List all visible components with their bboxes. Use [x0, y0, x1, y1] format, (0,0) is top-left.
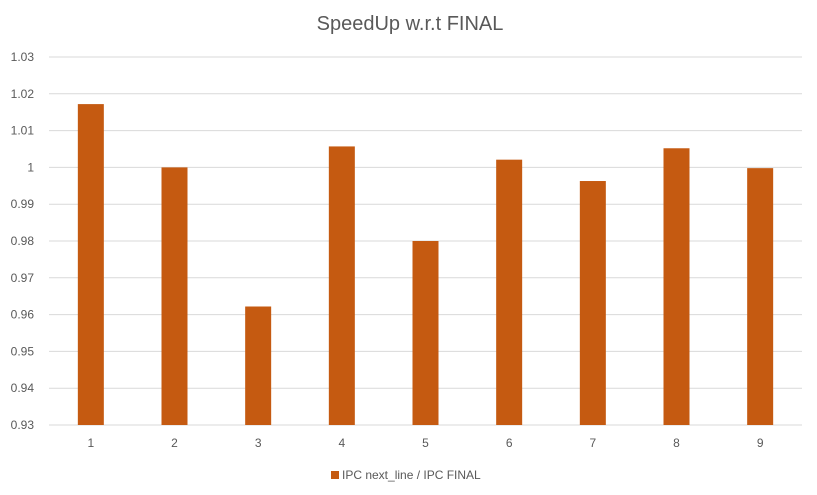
y-tick-label: 0.99	[11, 197, 35, 211]
y-tick-label: 0.97	[11, 271, 35, 285]
y-tick-label: 0.98	[11, 234, 35, 248]
x-tick-label: 3	[255, 436, 262, 450]
y-tick-label: 0.94	[11, 381, 35, 395]
x-tick-label: 5	[422, 436, 429, 450]
bar-8	[663, 148, 690, 426]
y-tick-label: 0.95	[11, 344, 35, 358]
y-tick-label: 1.02	[11, 87, 35, 101]
bar-3	[245, 306, 272, 425]
legend-swatch	[331, 471, 339, 479]
legend-label: IPC next_line / IPC FINAL	[342, 468, 481, 482]
bar-1	[77, 104, 104, 425]
x-tick-label: 4	[338, 436, 345, 450]
bar-6	[496, 159, 523, 425]
y-axis-tick-labels: 0.93 0.94 0.95 0.96 0.97 0.98 0.99 1 1.01 1.02 1.0…	[11, 50, 35, 432]
bar-2	[161, 167, 188, 425]
x-tick-label: 2	[171, 436, 178, 450]
x-tick-label: 8	[673, 436, 680, 450]
y-tick-label: 0.96	[11, 308, 35, 322]
chart-title: SpeedUp w.r.t FINAL	[317, 13, 504, 35]
bar-7	[579, 181, 606, 425]
x-axis-tick-labels: 1 2 3 4 5 6 7 8 9	[87, 436, 763, 450]
bars	[77, 104, 774, 426]
bar-5	[412, 241, 439, 425]
y-tick-label: 1.03	[11, 50, 35, 64]
y-tick-label: 1	[27, 160, 34, 174]
x-tick-label: 6	[506, 436, 513, 450]
x-tick-label: 7	[589, 436, 596, 450]
legend: IPC next_line / IPC FINAL	[331, 468, 481, 482]
x-tick-label: 9	[757, 436, 764, 450]
y-tick-label: 0.93	[11, 418, 35, 432]
bar-9	[747, 168, 774, 426]
y-tick-label: 1.01	[11, 124, 35, 138]
x-tick-label: 1	[87, 436, 94, 450]
bar-4	[328, 146, 355, 425]
